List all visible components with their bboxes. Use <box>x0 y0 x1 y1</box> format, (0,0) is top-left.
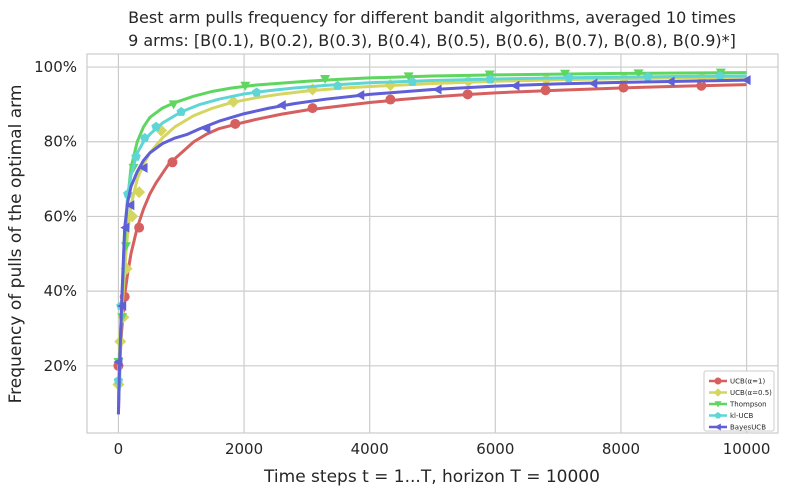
legend-marker <box>713 388 723 397</box>
legend-marker <box>714 423 721 431</box>
chart-subtitle: 9 arms: [B(0.1), B(0.2), B(0.3), B(0.4),… <box>128 31 736 50</box>
data-point <box>151 121 161 131</box>
legend-marker <box>714 401 722 408</box>
y-tick-label: 100% <box>34 58 77 76</box>
data-point <box>131 151 141 161</box>
legend: UCB(α=1) UCB(α=0.5) Thompson kl-UCB BayesUCB <box>703 370 775 432</box>
data-point <box>251 87 262 97</box>
data-point <box>140 133 150 143</box>
series-layer <box>112 68 751 415</box>
legend-marker <box>714 412 722 419</box>
y-tick-label: 60% <box>44 207 77 225</box>
data-point <box>240 81 251 91</box>
data-point <box>633 69 644 79</box>
data-point <box>560 69 571 79</box>
data-point <box>113 357 123 368</box>
gridlines <box>87 54 778 433</box>
data-point <box>230 118 241 129</box>
data-point <box>510 80 520 91</box>
x-tick-label: 6000 <box>476 440 514 458</box>
x-tick-label: 2000 <box>225 440 263 458</box>
y-tick-label: 80% <box>44 133 77 151</box>
data-point <box>665 76 675 87</box>
y-tick-label: 20% <box>44 357 77 375</box>
data-point <box>117 301 127 312</box>
data-point <box>133 186 146 199</box>
legend-label: UCB(α=0.5) <box>730 389 772 397</box>
data-point <box>564 72 574 82</box>
data-point <box>320 75 331 85</box>
data-point <box>385 94 396 105</box>
data-point <box>715 71 725 81</box>
data-point <box>643 71 653 81</box>
data-point <box>696 80 707 91</box>
x-tick-label: 8000 <box>602 440 640 458</box>
data-point <box>167 157 178 168</box>
data-point <box>201 123 211 134</box>
chart-title: Best arm pulls frequency for different b… <box>128 8 736 27</box>
x-tick-label: 0 <box>114 440 124 458</box>
data-point <box>540 85 551 96</box>
legend-label: Thompson <box>729 401 767 409</box>
data-point <box>485 74 496 84</box>
legend-label: UCB(α=1) <box>730 378 765 386</box>
legend-label: BayesUCB <box>730 424 766 432</box>
data-point <box>355 90 365 101</box>
data-point <box>332 80 343 90</box>
data-point <box>307 103 318 114</box>
data-point <box>125 200 135 211</box>
y-axis-label: Frequency of pulls of the optimal arm <box>6 85 26 404</box>
series-line <box>116 83 747 415</box>
data-point <box>168 100 179 110</box>
legend-label: kl-UCB <box>730 412 754 420</box>
legend-marker <box>714 377 722 385</box>
data-point <box>138 162 148 173</box>
data-point <box>126 210 139 223</box>
data-point <box>618 82 629 93</box>
data-point <box>227 95 240 108</box>
data-point <box>276 100 286 111</box>
plot-area <box>86 53 779 434</box>
tick-labels: 0 2000 4000 6000 8000 10000 20% 40% 60% 80% 100% <box>34 58 770 458</box>
data-point <box>120 222 130 233</box>
series-4 <box>113 75 751 415</box>
data-point <box>462 89 473 100</box>
data-point <box>176 106 186 116</box>
data-point <box>741 75 751 86</box>
x-tick-label: 10000 <box>723 440 771 458</box>
data-point <box>407 77 418 87</box>
data-point <box>432 84 442 95</box>
data-point <box>403 72 414 82</box>
x-axis-label: Time steps t = 1...T, horizon T = 10000 <box>263 467 600 487</box>
data-point <box>588 78 598 89</box>
series-line <box>116 78 747 415</box>
data-point <box>134 222 145 233</box>
y-tick-label: 40% <box>44 282 77 300</box>
x-tick-label: 4000 <box>351 440 389 458</box>
